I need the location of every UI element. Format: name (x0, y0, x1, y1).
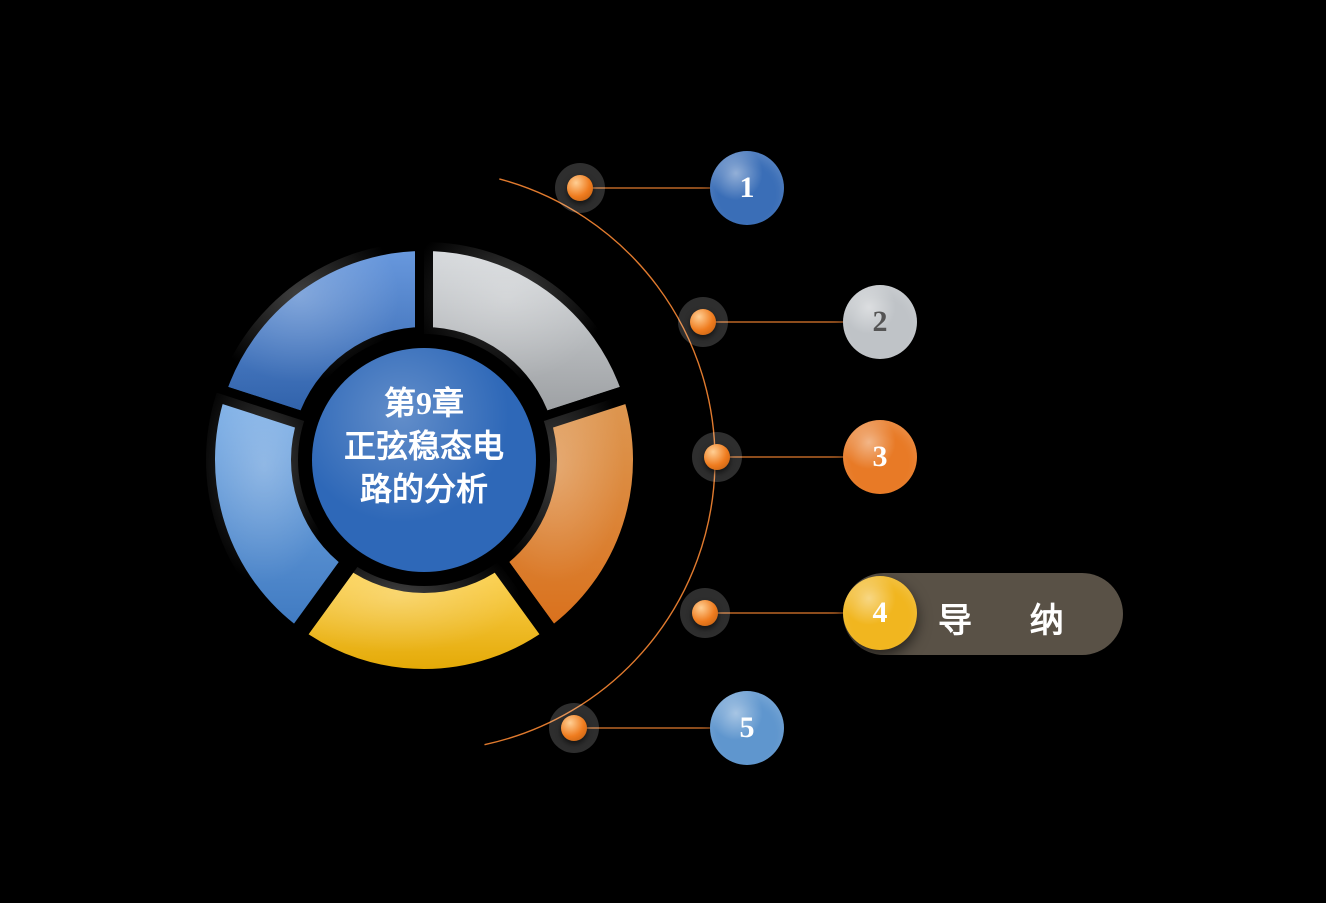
item-circle-label-4: 4 (873, 596, 888, 630)
donut-title: 第9章 正弦稳态电 路的分析 (312, 382, 536, 512)
item-circle-label-1: 1 (740, 171, 755, 205)
dot-3 (704, 444, 730, 470)
item-circle-label-5: 5 (740, 711, 755, 745)
dot-2 (690, 309, 716, 335)
dot-4 (692, 600, 718, 626)
item-circle-label-2: 2 (873, 305, 888, 339)
item-circle-3[interactable]: 3 (843, 420, 917, 494)
item-circle-label-3: 3 (873, 440, 888, 474)
item-pill-label-4: 导 纳 (938, 593, 1076, 642)
item-circle-4[interactable]: 4 (843, 576, 917, 650)
item-circle-2[interactable]: 2 (843, 285, 917, 359)
dot-5 (561, 715, 587, 741)
dot-1 (567, 175, 593, 201)
diagram-svg (0, 0, 1326, 903)
item-circle-5[interactable]: 5 (710, 691, 784, 765)
item-circle-1[interactable]: 1 (710, 151, 784, 225)
